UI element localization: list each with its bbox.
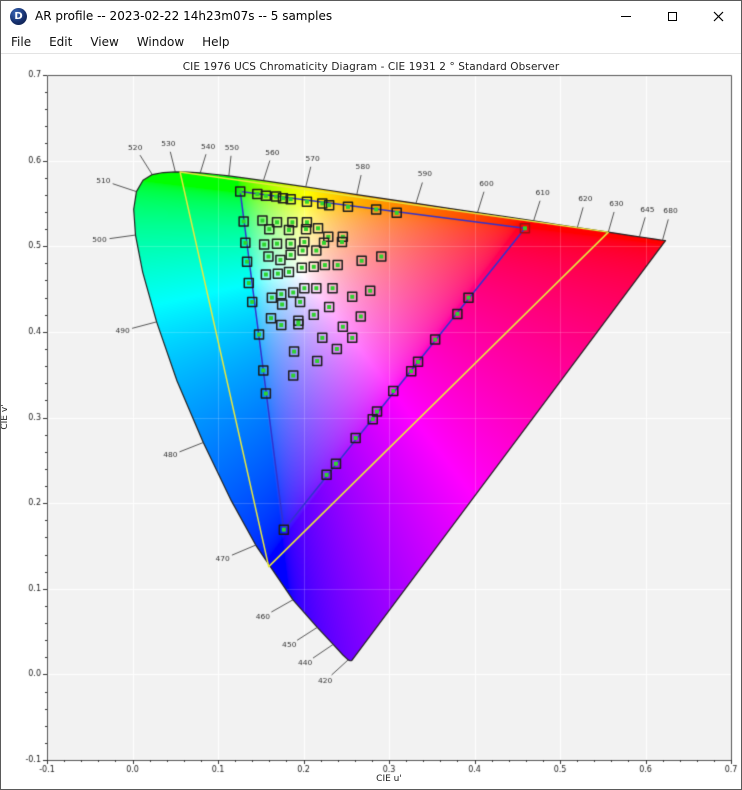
maximize-icon [667,11,677,21]
minimize-button[interactable] [603,1,649,31]
maximize-button[interactable] [649,1,695,31]
close-button[interactable] [695,1,741,31]
window-title: AR profile -- 2023-02-22 14h23m07s -- 5 … [35,9,333,23]
chart-title: CIE 1976 UCS Chromaticity Diagram - CIE … [182,61,560,73]
chart-figure: CIE 1976 UCS Chromaticity Diagram - CIE … [1,54,741,789]
menu-edit[interactable]: Edit [49,35,73,49]
window-controls [603,1,741,31]
chromaticity-plot-canvas [1,54,741,789]
close-icon [713,11,723,21]
menu-bar: File Edit View Window Help [1,31,741,54]
x-axis-label: CIE u' [376,774,402,784]
title-bar: D AR profile -- 2023-02-22 14h23m07s -- … [1,1,741,31]
app-icon: D [10,7,27,25]
menu-help[interactable]: Help [202,35,230,49]
menu-view[interactable]: View [90,35,119,49]
menu-window[interactable]: Window [136,35,185,49]
minimize-icon [621,15,631,17]
menu-file[interactable]: File [11,35,32,49]
y-axis-label: CIE v' [0,404,10,430]
